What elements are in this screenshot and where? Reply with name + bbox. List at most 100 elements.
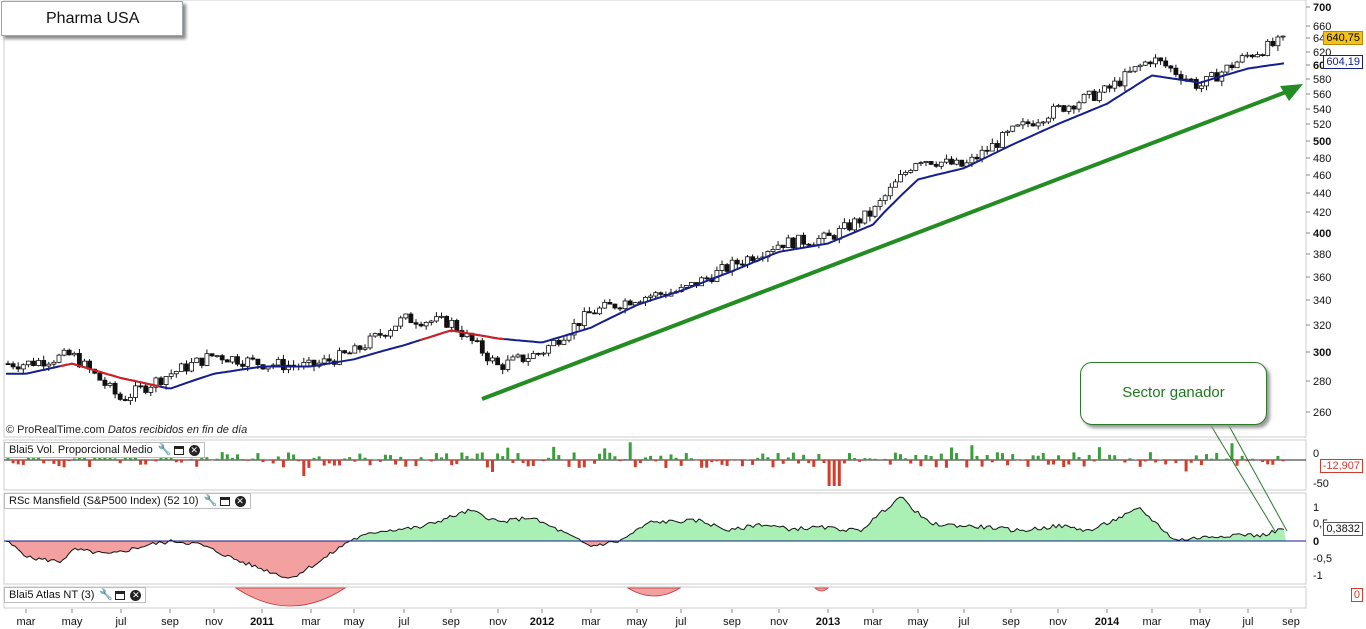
vol-bar [1113, 455, 1117, 460]
candle-body [536, 352, 541, 355]
vol-bar [802, 454, 806, 460]
candle-body [41, 360, 47, 367]
vol-bar [1092, 460, 1096, 462]
vol-bar [899, 454, 902, 460]
candle-body [168, 373, 174, 377]
vol-bar [628, 442, 632, 460]
candle-body [944, 158, 949, 163]
rsc-panel-name: RSc Mansfield (S&P500 Index) (52 10) [9, 495, 199, 507]
candle-body [959, 159, 965, 167]
vol-bar [608, 452, 612, 460]
price-tick: 440 [1313, 188, 1331, 200]
candle-body [1193, 79, 1199, 89]
vol-bar [52, 460, 56, 464]
candle-body [36, 360, 41, 366]
vol-bar [72, 458, 76, 460]
last-price-badge: 640,75 [1323, 31, 1363, 45]
vol-bar [679, 460, 683, 466]
window-icon[interactable] [173, 445, 184, 455]
vol-bar [16, 460, 20, 465]
price-tick: 360 [1313, 272, 1331, 284]
candle-body [1137, 64, 1143, 68]
candle-body [20, 364, 26, 370]
candle-body [321, 358, 327, 364]
wrench-icon[interactable]: 🔧 [99, 588, 114, 601]
vol-bar [771, 460, 775, 468]
vol-bar [363, 457, 367, 460]
vol-bar [455, 460, 459, 465]
vol-bar [496, 453, 500, 460]
vol-bar [623, 458, 627, 460]
vol-bar [118, 460, 122, 464]
candle-body [199, 357, 205, 366]
vol-bar [261, 460, 265, 463]
candle-body [1076, 102, 1082, 110]
x-tick-label: may [62, 616, 83, 628]
x-tick-label: jul [114, 616, 126, 628]
vol-bar [1225, 458, 1229, 460]
rsc-positive-area [6, 497, 1286, 541]
price-tick: 300 [1313, 347, 1331, 359]
candle-body [10, 363, 16, 368]
vol-bar [389, 455, 392, 460]
window-icon[interactable] [115, 590, 126, 600]
candle-body [658, 292, 664, 295]
vol-bar [368, 460, 372, 466]
window-icon[interactable] [219, 496, 230, 506]
x-tick-label: nov [205, 616, 223, 628]
vol-bar [307, 460, 311, 468]
candle-body [1091, 90, 1097, 101]
candle-body [388, 330, 393, 337]
vol-bar [781, 460, 785, 464]
vol-bar [383, 454, 387, 460]
candle-body [454, 319, 460, 331]
candle-body [821, 232, 827, 239]
candle-body [785, 237, 791, 248]
candle-body [928, 161, 934, 165]
candle-body [1265, 41, 1271, 56]
vol-bar [812, 460, 816, 467]
vol-bar [654, 460, 658, 462]
close-icon[interactable]: ✕ [188, 444, 200, 456]
candle-body [158, 377, 164, 385]
vol-bar [644, 457, 647, 460]
candle-body [617, 307, 623, 310]
candle-body [913, 163, 919, 171]
candle-body [882, 195, 888, 201]
candle-body [893, 181, 898, 188]
vol-bar [669, 454, 673, 460]
candle-body [770, 248, 776, 252]
candle-body [1107, 85, 1112, 89]
vol-panel-name: Blai5 Vol. Proporcional Medio [9, 444, 153, 456]
candle-body [240, 363, 246, 367]
copyright-site: © ProRealTime.com [6, 424, 105, 436]
atlas-value-badge: 0 [1350, 588, 1363, 602]
vol-bar [21, 460, 25, 465]
candle-body [1173, 67, 1179, 75]
wrench-icon[interactable]: 🔧 [203, 494, 218, 507]
chart-title: Pharma USA [1, 1, 183, 36]
vol-bar [297, 460, 301, 462]
candle-body [622, 300, 628, 310]
vol-bar [689, 458, 693, 460]
close-icon[interactable]: ✕ [234, 495, 246, 507]
vol-bar [378, 460, 382, 462]
vol-bar [1266, 460, 1270, 465]
vol-bar [756, 457, 760, 460]
candle-body [178, 363, 184, 372]
candle-body [1102, 85, 1107, 93]
candle-body [143, 385, 149, 393]
vol-bar [276, 456, 280, 460]
vol-bar [649, 455, 653, 460]
x-tick-label: jul [1241, 616, 1253, 628]
vol-bar [1215, 452, 1219, 460]
candle-body [382, 334, 388, 337]
vol-bar [776, 453, 780, 460]
vol-bar [511, 460, 515, 463]
candle-body [933, 163, 939, 167]
vol-bar [909, 460, 913, 464]
wrench-icon[interactable]: 🔧 [157, 443, 172, 456]
close-icon[interactable]: ✕ [130, 589, 142, 601]
candle-body [995, 143, 1000, 148]
panel-frames [3, 0, 1307, 609]
